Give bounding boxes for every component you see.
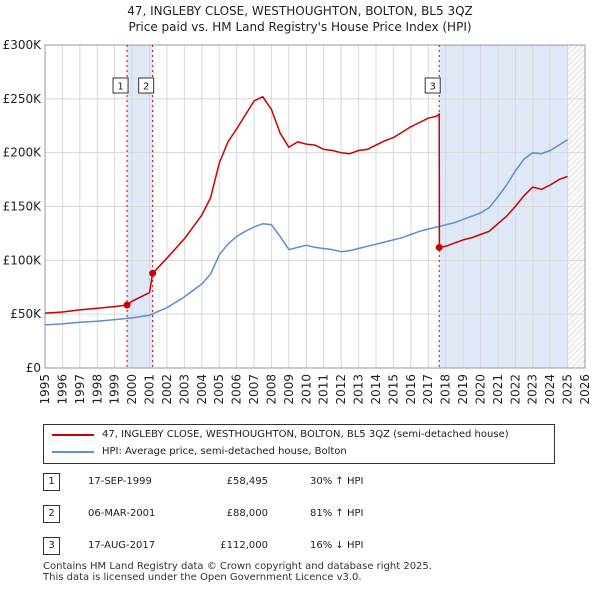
hpi-line	[44, 139, 568, 326]
x-tick-label: 2014	[369, 374, 383, 405]
chart-subtitle: Price paid vs. HM Land Registry's House …	[128, 20, 472, 34]
x-tick-label: 2016	[404, 374, 418, 405]
transaction-number: 2	[43, 505, 60, 523]
x-tick-label: 2004	[195, 374, 209, 405]
x-tick-label: 2003	[177, 374, 191, 405]
transaction-date: 06-MAR-2001	[88, 508, 156, 519]
footer: Contains HM Land Registry data © Crown c…	[43, 561, 432, 583]
y-tick-label: £250K	[3, 92, 43, 106]
y-tick-label: £300K	[3, 38, 43, 52]
plot-frame	[44, 44, 586, 369]
x-tick-label: 2007	[247, 374, 261, 405]
chart-title: 47, INGLEBY CLOSE, WESTHOUGHTON, BOLTON,…	[127, 4, 473, 18]
x-tick-label: 2009	[282, 374, 296, 405]
sale-point	[435, 243, 443, 251]
transaction-price: £112,000	[220, 540, 268, 551]
x-tick-label: 2013	[352, 374, 366, 405]
legend-label-property: 47, INGLEBY CLOSE, WESTHOUGHTON, BOLTON,…	[102, 429, 509, 440]
x-tick-label: 2021	[491, 374, 505, 405]
annotation-label: 3	[430, 82, 436, 93]
x-tick-label: 2024	[543, 374, 557, 405]
x-tick-label: 2026	[578, 374, 592, 405]
transaction-hpi: 30% ↑ HPI	[310, 476, 364, 487]
transaction-date: 17-AUG-2017	[88, 540, 156, 551]
x-tick-label: 2025	[561, 374, 575, 405]
y-tick-label: £50K	[10, 307, 42, 321]
x-tick-label: 2022	[508, 374, 522, 405]
legend-swatch-property	[52, 434, 94, 436]
x-tick-label: 2005	[212, 374, 226, 405]
x-tick-label: 2008	[264, 374, 278, 405]
x-tick-label: 2010	[299, 374, 313, 405]
y-tick-label: £200K	[3, 146, 43, 160]
chart-legend: 47, INGLEBY CLOSE, WESTHOUGHTON, BOLTON,…	[43, 424, 555, 464]
transaction-hpi: 81% ↑ HPI	[310, 508, 364, 519]
footer-licence: This data is licensed under the Open Gov…	[43, 572, 362, 583]
x-tick-label: 2018	[439, 374, 453, 405]
x-tick-label: 2020	[473, 374, 487, 405]
x-tick-label: 2006	[230, 374, 244, 405]
y-tick-label: £100K	[3, 253, 43, 267]
transaction-number: 3	[43, 537, 60, 555]
price-chart: £0 £50K £100K £150K £200K £250K £300K 1995 1996 1…	[3, 38, 592, 405]
x-tick-label: 2000	[125, 374, 139, 405]
x-tick-label: 2002	[160, 374, 174, 405]
sale-point	[149, 269, 157, 277]
y-tick-label: £0	[26, 361, 41, 375]
transaction-price: £88,000	[226, 508, 268, 519]
sale-point	[123, 301, 131, 309]
annotation-box	[424, 77, 441, 94]
x-tick-label: 1996	[55, 374, 69, 405]
annotation-box	[138, 77, 155, 94]
transaction-date: 17-SEP-1999	[88, 476, 152, 487]
x-tick-label: 1997	[73, 374, 87, 405]
x-tick-label: 2019	[456, 374, 470, 405]
legend-label-hpi: HPI: Average price, semi-detached house,…	[102, 446, 347, 457]
x-tick-label: 2015	[386, 374, 400, 405]
x-tick-label: 2011	[317, 374, 331, 405]
transaction-number: 1	[43, 473, 60, 491]
x-tick-label: 2023	[526, 374, 540, 405]
x-tick-label: 2017	[421, 374, 435, 405]
x-tick-label: 1995	[38, 374, 52, 405]
transaction-price: £58,495	[226, 476, 268, 487]
transaction-hpi: 16% ↓ HPI	[310, 540, 364, 551]
annotation-label: 2	[143, 82, 149, 93]
x-tick-label: 2001	[143, 374, 157, 405]
footer-copyright: Contains HM Land Registry data © Crown c…	[43, 561, 432, 572]
x-tick-label: 1999	[108, 374, 122, 405]
annotation-box	[112, 77, 129, 94]
legend-swatch-hpi	[52, 451, 94, 453]
x-tick-label: 2012	[334, 374, 348, 405]
x-tick-label: 1998	[90, 374, 104, 405]
annotation-label: 1	[117, 82, 123, 93]
y-tick-label: £150K	[3, 200, 43, 214]
property-price-line	[44, 95, 568, 314]
